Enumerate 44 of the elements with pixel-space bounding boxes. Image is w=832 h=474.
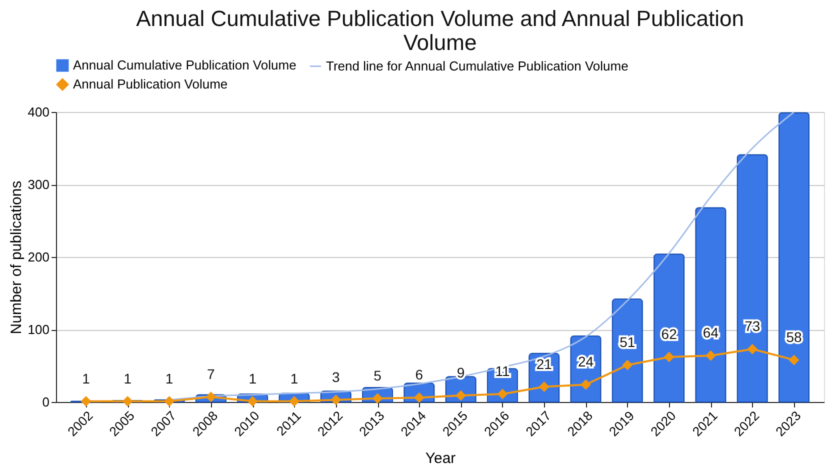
data-label: 5 xyxy=(374,367,382,384)
point xyxy=(622,360,633,370)
point xyxy=(788,354,800,366)
y-tick-label: 400 xyxy=(28,104,50,120)
chart-title: Annual Cumulative Publication Volume and Annual Publication Volume xyxy=(136,6,744,55)
data-label: 1 xyxy=(290,370,298,386)
data-label: 1 xyxy=(82,370,90,386)
x-axis-title: Year xyxy=(425,450,456,468)
data-label: 1 xyxy=(248,370,257,386)
data-label: 1 xyxy=(124,370,132,386)
point xyxy=(664,352,674,362)
point xyxy=(122,396,133,407)
point xyxy=(497,388,508,400)
data-label: 24 xyxy=(578,354,594,370)
point xyxy=(164,396,175,407)
legend-label: Trend line for Annual Cumulative Publication Volume xyxy=(326,58,628,74)
data-label: 7 xyxy=(207,366,216,382)
data-label: 21 xyxy=(536,356,552,372)
point xyxy=(747,344,758,354)
data-label: 58 xyxy=(786,328,802,345)
data-label: 1 xyxy=(165,370,174,386)
data-label: 51 xyxy=(620,334,636,350)
point xyxy=(206,392,216,402)
y-axis-title: Number of publications xyxy=(8,180,25,334)
data-label: 11 xyxy=(495,363,510,380)
point xyxy=(247,396,258,407)
data-label: 62 xyxy=(661,326,678,342)
point xyxy=(80,396,92,407)
data-label: 9 xyxy=(456,364,465,380)
legend-label: Annual Publication Volume xyxy=(73,76,228,92)
y-tick-label: 0 xyxy=(42,394,50,410)
legend-label: Annual Cumulative Publication Volume xyxy=(73,58,296,73)
y-tick-label: 300 xyxy=(28,177,50,192)
point xyxy=(288,396,300,407)
data-label: 6 xyxy=(415,366,424,383)
y-tick-label: 100 xyxy=(28,322,50,337)
data-label: 3 xyxy=(332,368,340,385)
data-label: 64 xyxy=(702,324,719,341)
point xyxy=(705,350,716,361)
y-tick-label: 200 xyxy=(28,250,50,264)
point xyxy=(580,379,592,390)
data-label: 73 xyxy=(744,318,760,334)
point xyxy=(538,382,550,392)
point xyxy=(456,390,466,401)
